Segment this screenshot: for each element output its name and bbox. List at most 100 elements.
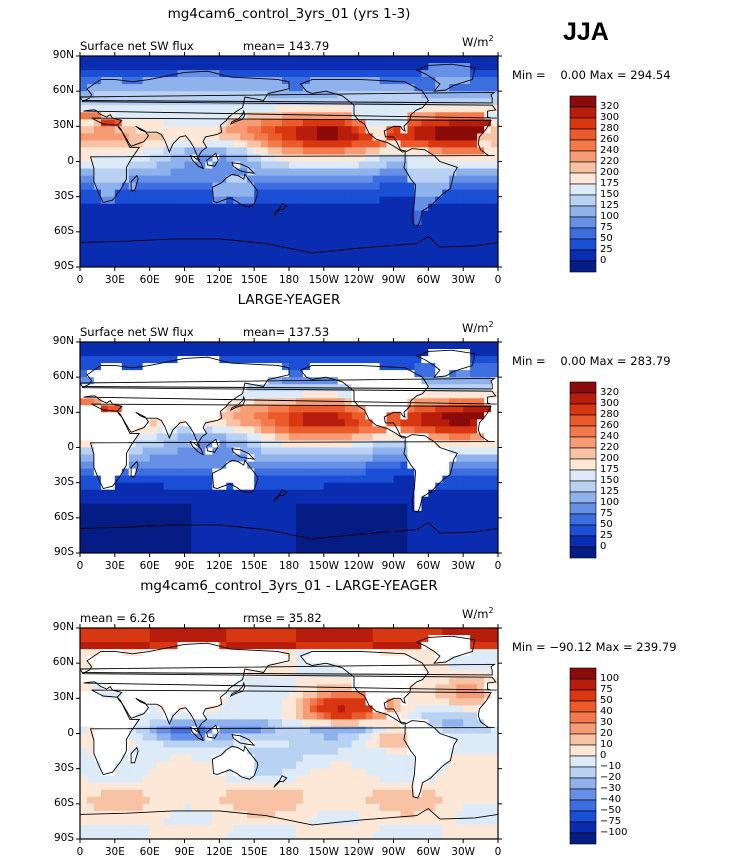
season-label: JJA (563, 18, 609, 46)
lon-tick-label: 0 (494, 274, 502, 286)
colorbar-box (569, 821, 597, 834)
coastline-eurasia (82, 642, 497, 733)
lon-tick-label: 60W (416, 560, 441, 572)
colorbar-label: 240 (600, 431, 620, 442)
colorbar-label: −50 (600, 805, 622, 816)
lon-tick-label: 60E (139, 560, 160, 572)
colorbar-label: 220 (600, 156, 620, 167)
panel-stat-label: rmse = 35.82 (243, 611, 322, 625)
colorbar-label: −100 (600, 827, 628, 838)
coastline-greenland (415, 635, 476, 664)
lat-tick-label: 90N (52, 621, 74, 633)
lon-tick-label: 30E (104, 274, 125, 286)
lon-tick-label: 30W (451, 274, 476, 286)
lat-tick-label: 0 (67, 726, 74, 739)
lon-tick-label: 90W (381, 560, 406, 572)
colorbar-box (569, 755, 597, 768)
lat-tick-label: 30S (53, 475, 74, 488)
coastline-borneo (206, 152, 219, 167)
coastline-namerica (299, 78, 429, 153)
lon-tick-label: 30E (104, 846, 125, 858)
coastline-uk (80, 663, 496, 676)
colorbar-label: 0 (600, 541, 607, 552)
lon-tick-label: 30E (104, 560, 125, 572)
lon-tick-label: 120E (205, 846, 233, 858)
lon-tick-label: 0 (494, 846, 502, 858)
lon-tick-label: 180 (278, 846, 300, 858)
colorbar-label: 320 (600, 387, 620, 398)
lat-tick-label: 90S (53, 546, 74, 558)
panel-title: LARGE-YEAGER (237, 292, 341, 308)
lon-tick-label: 120E (205, 274, 233, 286)
panel-variable-label: Surface net SW flux (80, 39, 194, 53)
lon-tick-label: 120W (343, 846, 374, 858)
coastline-newzealand (273, 489, 288, 502)
panel-variable-label: Surface net SW flux (80, 325, 194, 339)
coastline-japan (229, 395, 246, 412)
colorbar-label: −75 (600, 816, 622, 827)
lat-tick-label: 60N (52, 656, 74, 669)
colorbar-box (569, 777, 597, 790)
colorbar-box (569, 260, 597, 273)
colorbar-box (569, 744, 597, 757)
lon-tick-label: 0 (76, 274, 84, 286)
panel-units-label: W/m2 (462, 606, 494, 621)
lat-tick-label: 60S (53, 796, 74, 809)
coastline-madagascar (130, 174, 139, 192)
colorbar-label: 300 (600, 112, 620, 123)
coastline-japan (229, 109, 246, 126)
panel-units-label: W/m2 (462, 320, 494, 335)
coastline-newguinea (231, 448, 256, 460)
lat-tick-label: 60S (53, 224, 74, 237)
lon-tick-label: 30W (451, 846, 476, 858)
colorbar-label: 125 (600, 486, 620, 497)
lon-tick-label: 30W (451, 560, 476, 572)
colorbar-label: 25 (600, 530, 613, 541)
colorbar-label: 240 (600, 145, 620, 156)
lat-tick-label: 90N (52, 49, 74, 61)
colorbar-label: 75 (600, 222, 613, 233)
colorbar-label: −30 (600, 783, 622, 794)
coastline-uk (80, 377, 496, 390)
colorbar-label: 25 (600, 244, 613, 255)
colorbar-label: 75 (600, 684, 613, 695)
coastline-eurasia (82, 70, 497, 161)
coastline-newguinea (231, 734, 256, 746)
colorbar-label: 0 (600, 750, 607, 761)
coastline-australia (211, 173, 259, 208)
panel-variable-label: mean = 6.26 (80, 611, 156, 625)
panel-stat-label: mean= 137.53 (243, 325, 330, 339)
coastline-madagascar (130, 746, 139, 764)
colorbar-box (569, 832, 597, 845)
colorbar-label: 220 (600, 442, 620, 453)
coastline-samerica (403, 720, 459, 799)
colorbar-label: 20 (600, 728, 613, 739)
colorbar-label: 40 (600, 706, 613, 717)
lat-tick-label: 0 (67, 440, 74, 453)
coastline-newzealand (273, 775, 288, 788)
lon-tick-label: 0 (494, 560, 502, 572)
lat-tick-label: 30S (53, 761, 74, 774)
panel-title: mg4cam6_control_3yrs_01 - LARGE-YEAGER (140, 578, 438, 594)
coastline-namerica (299, 364, 429, 439)
lon-tick-label: 120W (343, 274, 374, 286)
colorbar-label: 280 (600, 409, 620, 420)
lat-tick-label: 90S (53, 832, 74, 844)
colorbar-label: 100 (600, 673, 620, 684)
lon-tick-label: 150E (240, 560, 268, 572)
colorbar-label: 150 (600, 189, 620, 200)
colorbar-label: 100 (600, 211, 620, 222)
lon-tick-label: 150E (240, 846, 268, 858)
panel-title: mg4cam6_control_3yrs_01 (yrs 1-3) (167, 6, 411, 22)
lon-tick-label: 60E (139, 846, 160, 858)
coastline-eurasia (82, 356, 497, 447)
coastline-africa (89, 117, 495, 204)
lat-tick-label: 90S (53, 260, 74, 272)
lat-tick-label: 60N (52, 370, 74, 383)
coastline-antarctica (80, 521, 498, 553)
coastline-borneo (206, 438, 219, 453)
colorbar-label: 260 (600, 420, 620, 431)
colorbar-box (569, 788, 597, 801)
